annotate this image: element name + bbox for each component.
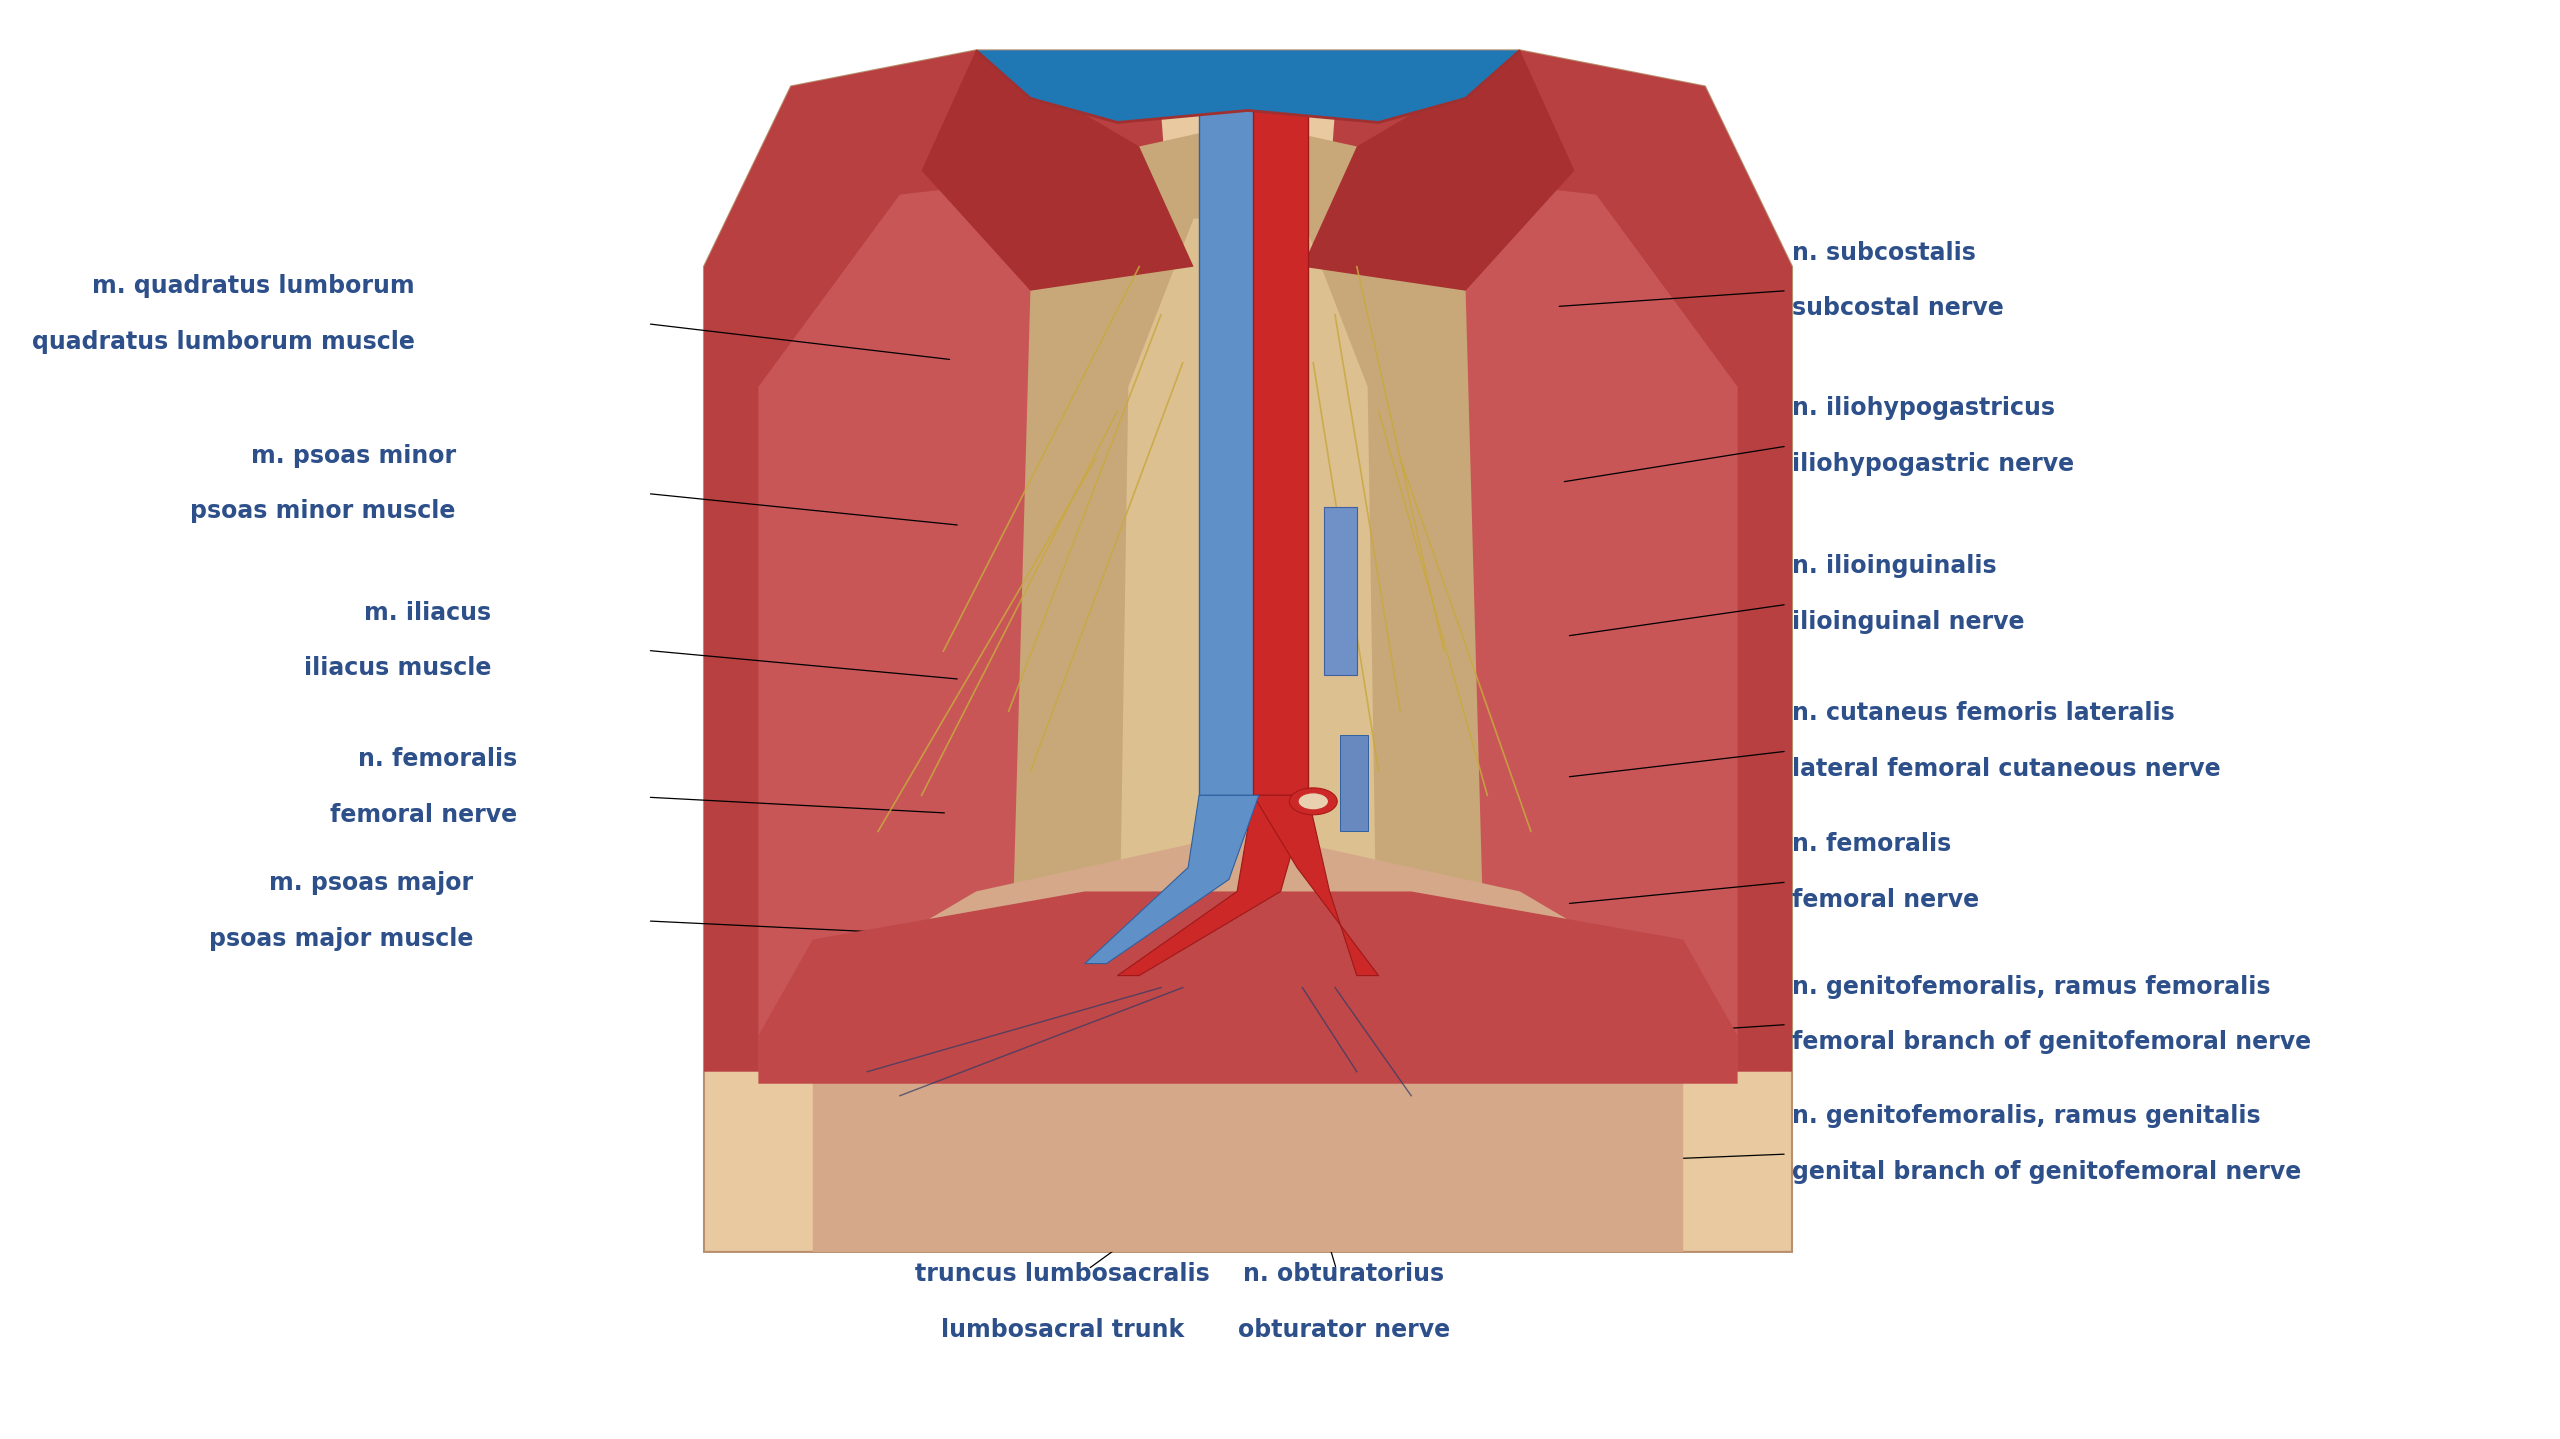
Text: obturator nerve: obturator nerve (1239, 1318, 1449, 1343)
Text: n. obturatorius: n. obturatorius (1244, 1262, 1444, 1286)
Text: lumbosacral trunk: lumbosacral trunk (940, 1318, 1185, 1343)
Text: subcostal nerve: subcostal nerve (1792, 296, 2004, 321)
Text: iliacus muscle: iliacus muscle (305, 656, 492, 681)
Polygon shape (975, 50, 1521, 122)
Text: psoas minor muscle: psoas minor muscle (189, 499, 456, 524)
Text: n. subcostalis: n. subcostalis (1792, 240, 1976, 265)
Text: m. iliacus: m. iliacus (364, 600, 492, 625)
Text: n. cutaneus femoris lateralis: n. cutaneus femoris lateralis (1792, 701, 2176, 725)
Polygon shape (1009, 122, 1487, 1072)
Polygon shape (1303, 50, 1574, 291)
Bar (1254, 98, 1308, 796)
Text: femoral nerve: femoral nerve (1792, 888, 1979, 912)
Polygon shape (758, 892, 1738, 1084)
Text: n. iliohypogastricus: n. iliohypogastricus (1792, 396, 2056, 420)
Polygon shape (704, 50, 1183, 1072)
Text: iliohypogastric nerve: iliohypogastric nerve (1792, 452, 2074, 476)
Polygon shape (814, 832, 1684, 1252)
Bar (1341, 735, 1367, 832)
Bar (1324, 507, 1357, 675)
Text: psoas major muscle: psoas major muscle (210, 927, 474, 951)
Polygon shape (758, 171, 1162, 1072)
Polygon shape (704, 50, 1792, 1252)
Text: n. genitofemoralis, ramus genitalis: n. genitofemoralis, ramus genitalis (1792, 1104, 2260, 1128)
Polygon shape (1313, 50, 1792, 1072)
Text: m. quadratus lumborum: m. quadratus lumborum (92, 273, 415, 298)
Circle shape (1290, 789, 1336, 814)
Polygon shape (922, 50, 1193, 291)
Text: femoral branch of genitofemoral nerve: femoral branch of genitofemoral nerve (1792, 1030, 2312, 1055)
Text: ilioinguinal nerve: ilioinguinal nerve (1792, 610, 2025, 635)
Text: m. psoas minor: m. psoas minor (251, 443, 456, 468)
Circle shape (1298, 793, 1329, 810)
Polygon shape (1336, 171, 1738, 1072)
Polygon shape (1119, 796, 1308, 976)
Text: n. ilioinguinalis: n. ilioinguinalis (1792, 554, 1997, 578)
Bar (1198, 98, 1260, 796)
Text: femoral nerve: femoral nerve (330, 803, 517, 827)
Text: n. femoralis: n. femoralis (1792, 832, 1951, 856)
Text: n. femoralis: n. femoralis (358, 747, 517, 771)
Polygon shape (1085, 796, 1260, 964)
Polygon shape (1119, 219, 1377, 1072)
Text: lateral femoral cutaneous nerve: lateral femoral cutaneous nerve (1792, 757, 2220, 781)
Text: truncus lumbosacralis: truncus lumbosacralis (914, 1262, 1211, 1286)
Text: quadratus lumborum muscle: quadratus lumborum muscle (31, 330, 415, 354)
Polygon shape (1254, 796, 1377, 976)
Text: genital branch of genitofemoral nerve: genital branch of genitofemoral nerve (1792, 1160, 2301, 1184)
Text: n. genitofemoralis, ramus femoralis: n. genitofemoralis, ramus femoralis (1792, 974, 2271, 999)
Text: m. psoas major: m. psoas major (269, 871, 474, 895)
